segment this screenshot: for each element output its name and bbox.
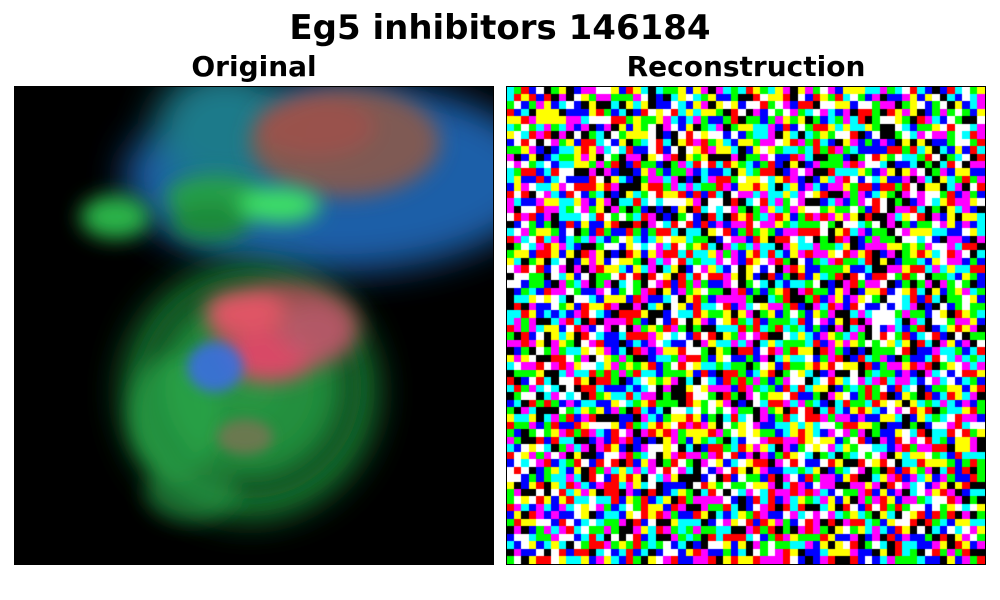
original-panel-title: Original xyxy=(14,50,494,84)
reconstruction-noise-image xyxy=(507,87,985,564)
figure-title: Eg5 inhibitors 146184 xyxy=(0,6,1000,50)
original-microscopy-image xyxy=(15,87,493,564)
reconstruction-image xyxy=(506,86,986,565)
original-image xyxy=(14,86,494,565)
reconstruction-panel-title: Reconstruction xyxy=(506,50,986,84)
